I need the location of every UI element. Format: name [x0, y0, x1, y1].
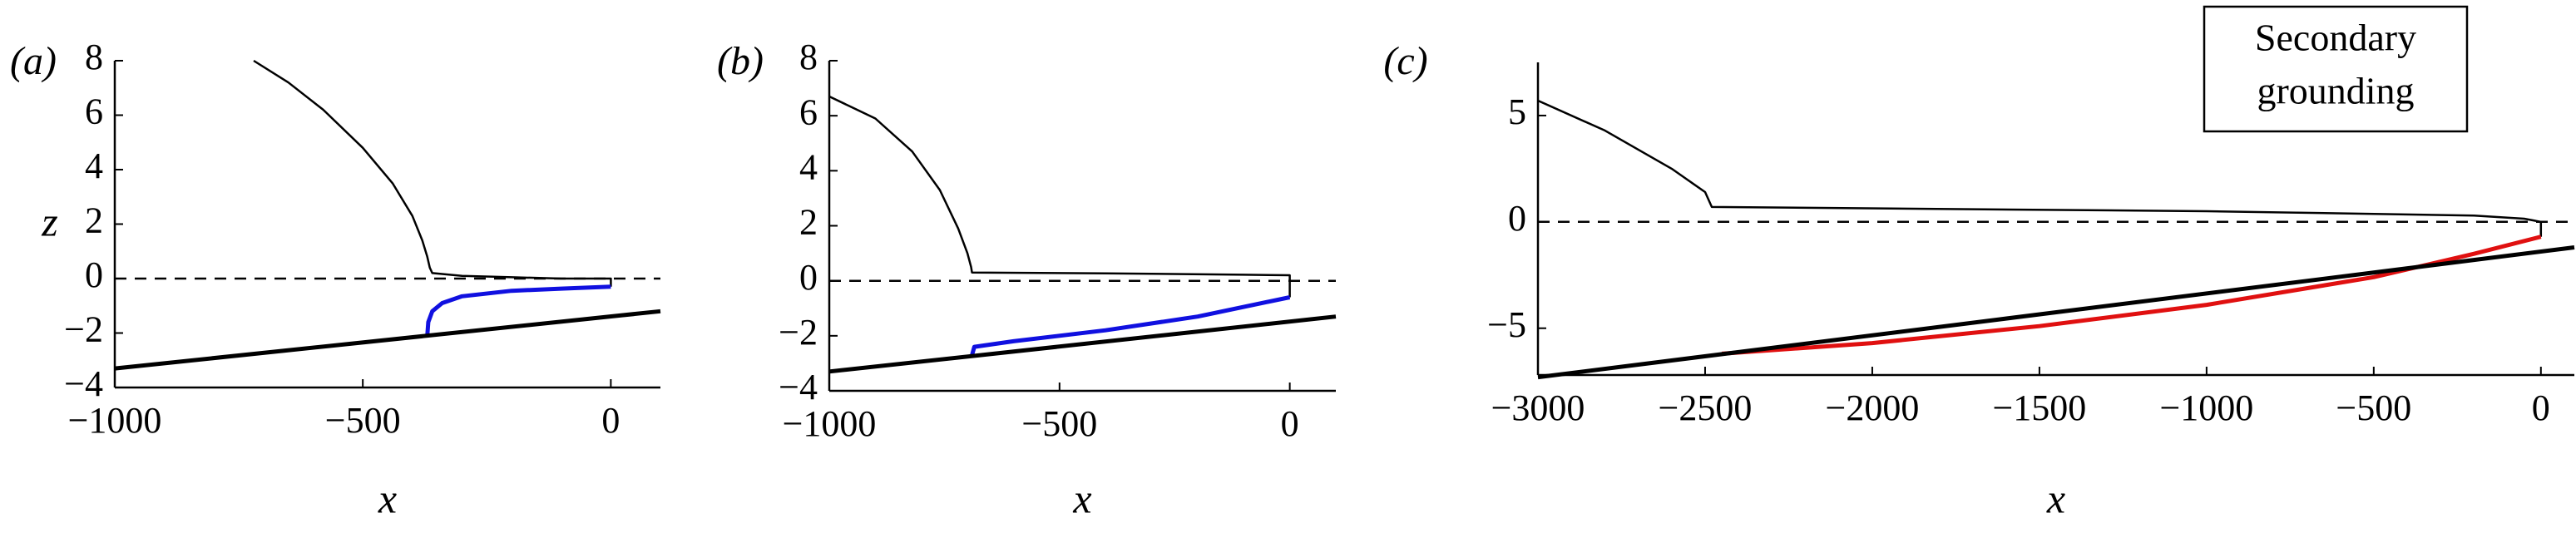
x-tick-label: 0	[601, 400, 620, 441]
x-tick-label: −1500	[1992, 387, 2086, 428]
curve	[114, 308, 661, 371]
annotation-box	[2203, 5, 2469, 133]
y-tick-label: 4	[799, 146, 818, 187]
y-tick-label: 0	[1508, 198, 1526, 239]
y-tick-label: 2	[85, 200, 103, 241]
x-tick-label: −2000	[1826, 387, 1920, 428]
y-tick-label: 0	[799, 257, 818, 298]
y-tick-label: 2	[799, 202, 818, 243]
curve	[1537, 245, 2575, 380]
y-tick-label: −2	[64, 309, 103, 350]
y-tick-label: −4	[779, 367, 818, 407]
x-tick-label: −2500	[1659, 387, 1753, 428]
x-axis-label: x	[378, 475, 397, 521]
y-tick-label: 6	[799, 91, 818, 132]
annotation: Secondary	[2255, 17, 2416, 59]
y-tick-label: 8	[799, 37, 818, 77]
panel-label: (b)	[717, 39, 764, 83]
y-tick-label: 0	[85, 254, 103, 295]
y-tick-label: 8	[85, 37, 103, 77]
x-tick-label: −500	[1021, 403, 1097, 444]
x-tick-label: −500	[2336, 387, 2411, 428]
curve	[1537, 99, 2543, 237]
annotation: grounding	[2257, 70, 2414, 112]
curve	[253, 59, 612, 287]
y-tick-label: 5	[1508, 91, 1526, 132]
x-tick-label: 0	[2532, 387, 2550, 428]
x-tick-label: 0	[1281, 403, 1299, 444]
y-axis-label: z	[41, 198, 57, 244]
x-tick-label: −500	[325, 400, 401, 441]
curve	[828, 95, 1291, 298]
y-tick-label: 6	[85, 91, 103, 132]
y-tick-label: −4	[64, 363, 103, 404]
curve	[828, 314, 1337, 374]
panel-label: (c)	[1383, 39, 1427, 83]
x-tick-label: −1000	[2159, 387, 2253, 428]
x-tick-label: −1000	[68, 400, 162, 441]
curve	[970, 295, 1291, 356]
x-tick-label: −1000	[783, 403, 877, 444]
y-tick-label: −5	[1487, 304, 1526, 345]
y-tick-label: 4	[85, 146, 103, 186]
x-axis-label: x	[2046, 475, 2065, 521]
y-tick-label: −2	[779, 312, 818, 353]
panel-label: (a)	[10, 39, 57, 83]
curve	[1721, 234, 2542, 356]
x-tick-label: −3000	[1491, 387, 1585, 428]
x-axis-label: x	[1072, 475, 1091, 521]
curve	[425, 284, 611, 336]
